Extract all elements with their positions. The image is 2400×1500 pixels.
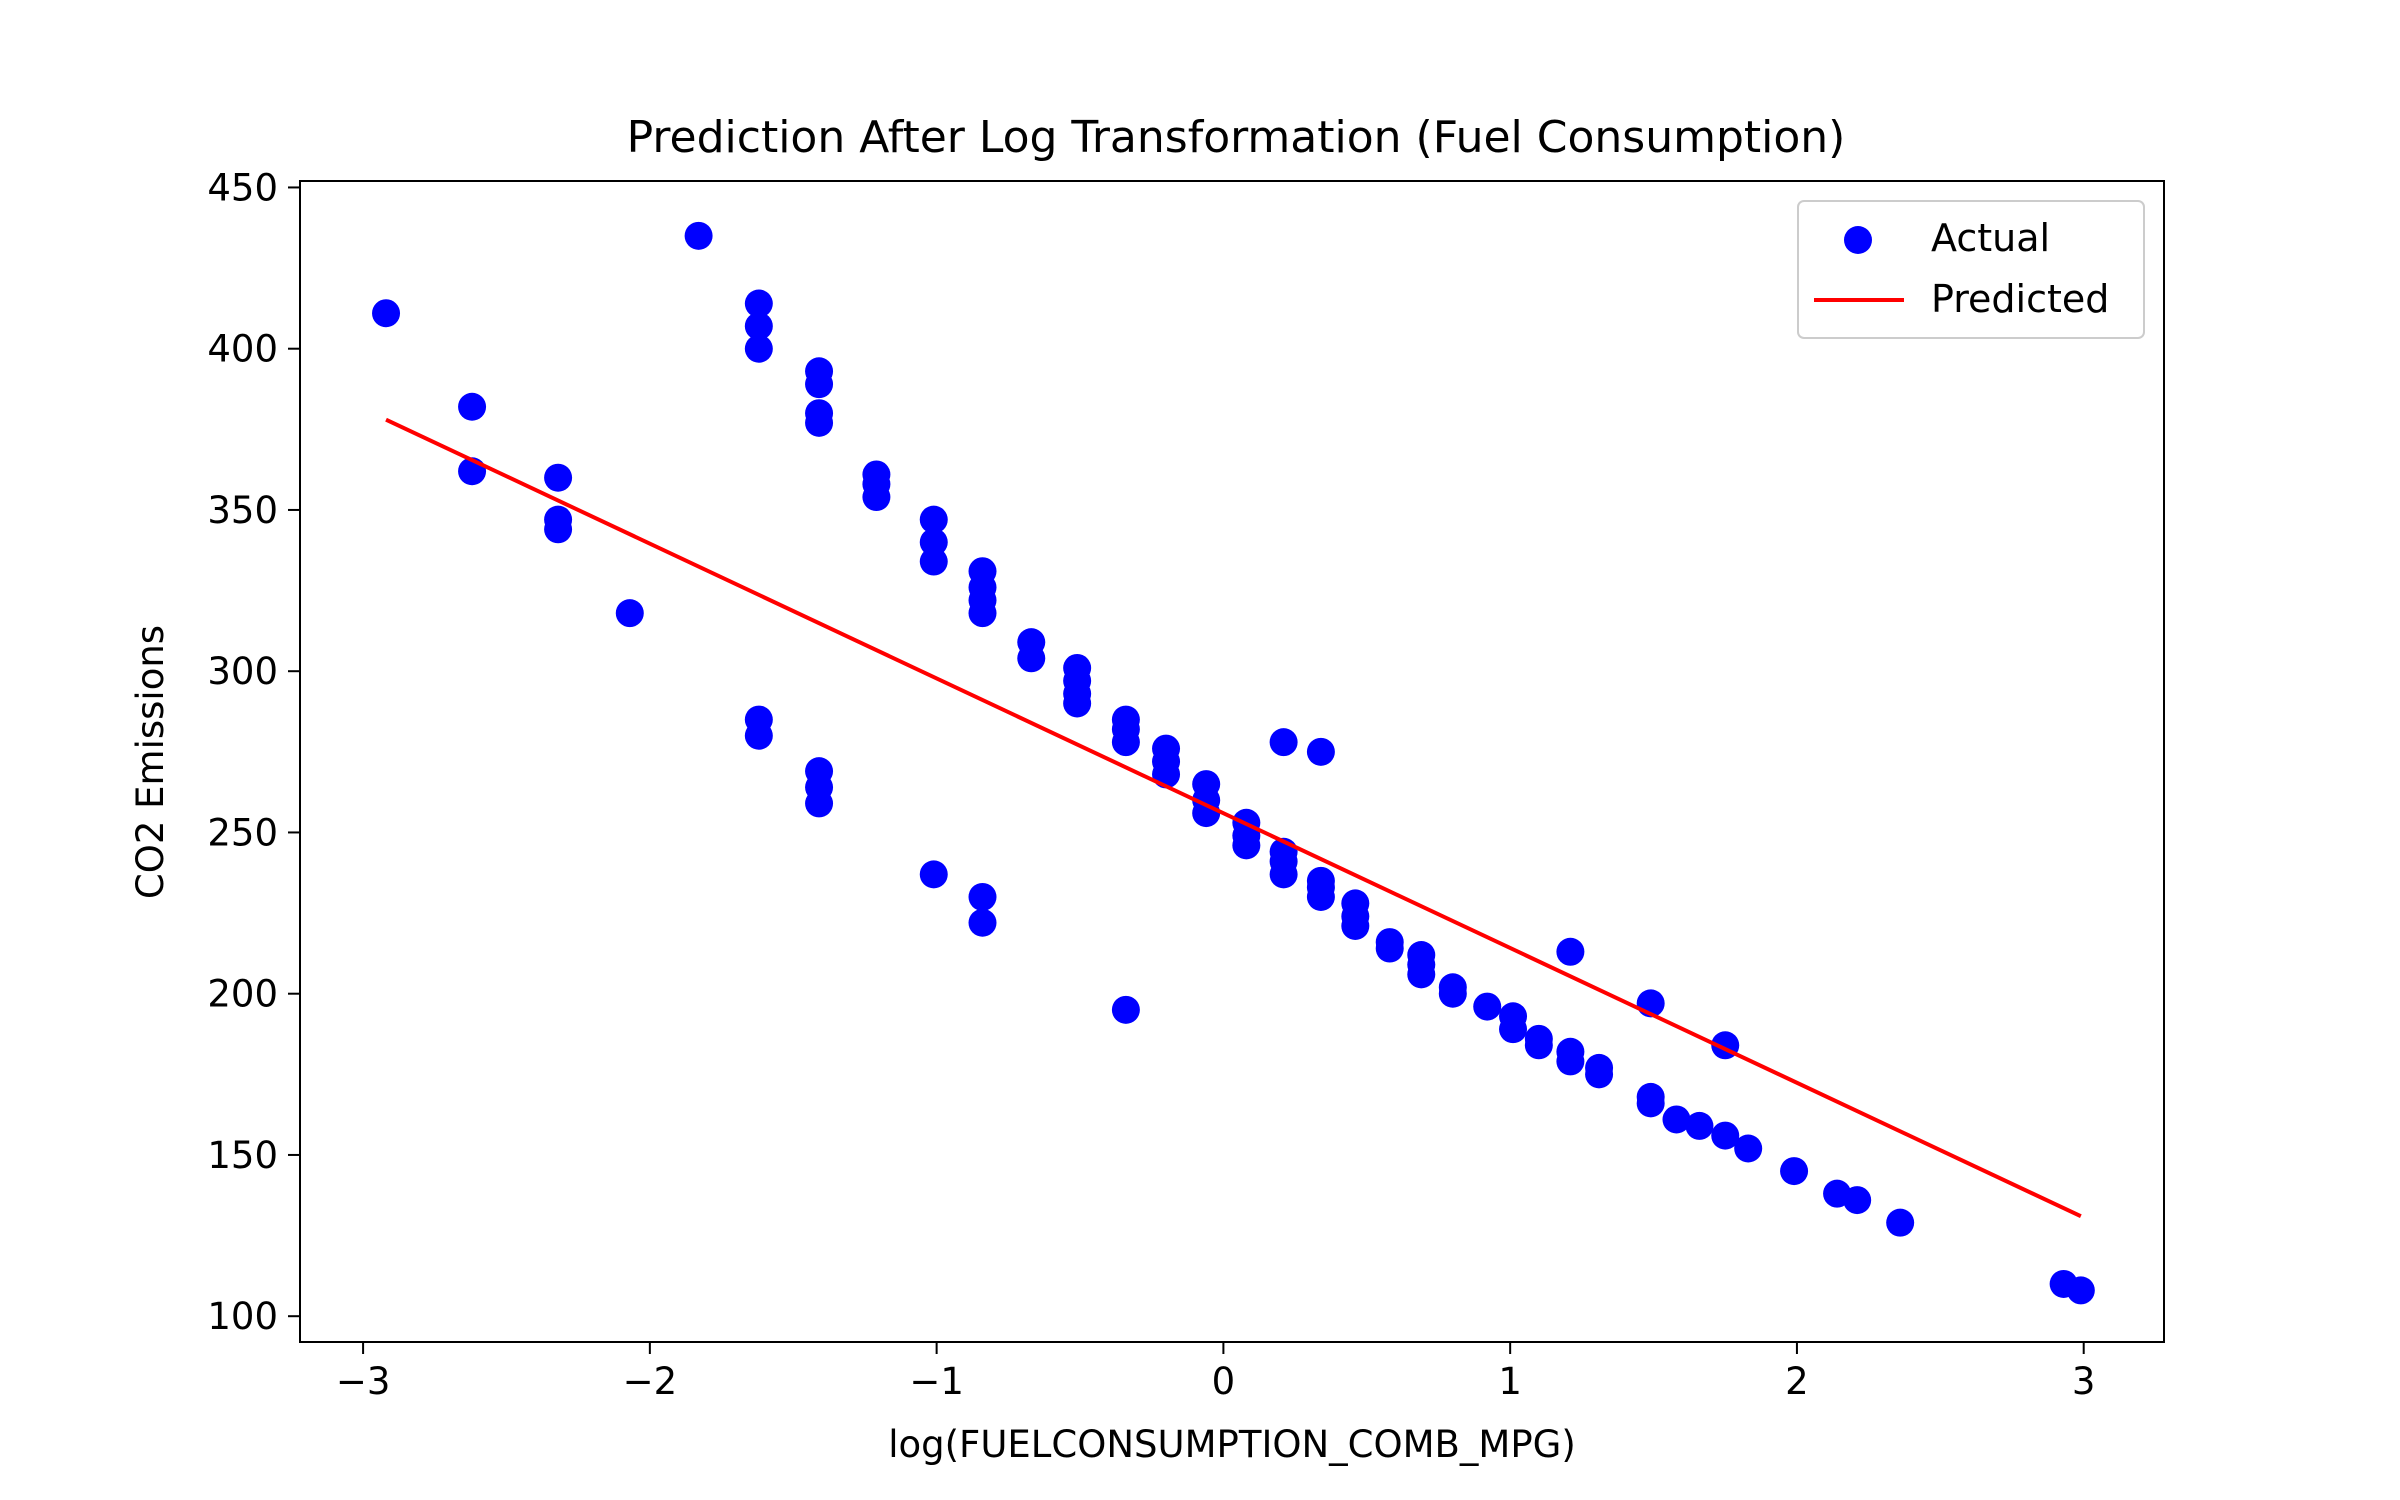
actual-data-point xyxy=(1438,979,1467,1008)
actual-data-point xyxy=(1473,992,1502,1021)
actual-data-point xyxy=(1711,1121,1740,1150)
axis-ticks: −3 −2 −1 0 1 2 3 100 150 200 250 300 350 400 450 xyxy=(207,166,2095,1403)
actual-data-point xyxy=(1524,1031,1553,1060)
chart-title: Prediction After Log Transformation (Fue… xyxy=(627,112,1846,163)
x-tick-label: −1 xyxy=(909,1360,964,1403)
actual-data-point xyxy=(1585,1060,1614,1089)
actual-data-point xyxy=(1407,960,1436,989)
actual-data-point xyxy=(544,463,573,492)
legend-actual-marker xyxy=(1844,226,1872,254)
actual-data-point xyxy=(744,334,773,363)
actual-data-point xyxy=(1662,1105,1691,1134)
actual-data-point xyxy=(1306,737,1335,766)
y-tick-label: 250 xyxy=(207,811,278,854)
y-axis-label: CO2 Emissions xyxy=(129,625,172,899)
actual-data-point xyxy=(1499,1015,1528,1044)
actual-data-point xyxy=(744,289,773,318)
actual-data-point xyxy=(919,860,948,889)
actual-data-point xyxy=(1269,728,1298,757)
actual-data-point xyxy=(1375,934,1404,963)
actual-data-point xyxy=(919,547,948,576)
legend: Actual Predicted xyxy=(1797,200,2145,339)
actual-data-point xyxy=(2066,1276,2095,1305)
x-tick-label: 3 xyxy=(2072,1360,2096,1403)
actual-data-point xyxy=(1886,1208,1915,1237)
actual-data-point xyxy=(1232,831,1261,860)
actual-data-point xyxy=(1636,1089,1665,1118)
actual-data-point xyxy=(1017,644,1046,673)
actual-data-point xyxy=(862,483,891,512)
y-tick-label: 450 xyxy=(207,166,278,209)
actual-data-point xyxy=(919,528,948,557)
x-tick-label: −2 xyxy=(623,1360,678,1403)
plot-area xyxy=(372,221,2095,1305)
actual-data-point xyxy=(1192,799,1221,828)
x-tick-label: 2 xyxy=(1785,1360,1809,1403)
actual-data-point xyxy=(1556,1047,1585,1076)
plot-frame xyxy=(299,180,2165,1343)
actual-data-point xyxy=(1341,911,1370,940)
legend-predicted-label: Predicted xyxy=(1931,277,2109,321)
actual-data-point xyxy=(1780,1157,1809,1186)
predicted-line xyxy=(385,417,2082,1219)
actual-data-point xyxy=(919,505,948,534)
actual-data-point xyxy=(372,299,401,328)
actual-data-point xyxy=(1306,882,1335,911)
actual-data-point xyxy=(968,599,997,628)
y-tick-label: 350 xyxy=(207,489,278,532)
actual-data-point xyxy=(1063,689,1092,718)
x-tick-label: 1 xyxy=(1498,1360,1522,1403)
x-tick-label: 0 xyxy=(1212,1360,1236,1403)
x-axis-label: log(FUELCONSUMPTION_COMB_MPG) xyxy=(888,1423,1576,1466)
actual-data-point xyxy=(1734,1134,1763,1163)
actual-data-point xyxy=(805,408,834,437)
actual-data-point xyxy=(1111,995,1140,1024)
actual-data-point xyxy=(458,392,487,421)
legend-actual-label: Actual xyxy=(1931,216,2050,260)
actual-data-point xyxy=(684,221,713,250)
y-tick-label: 150 xyxy=(207,1134,278,1177)
actual-data-point xyxy=(744,721,773,750)
y-tick-label: 200 xyxy=(207,973,278,1016)
actual-data-point xyxy=(805,370,834,399)
actual-data-point xyxy=(544,515,573,544)
actual-data-point xyxy=(1843,1186,1872,1215)
legend-box xyxy=(1797,200,2145,339)
y-tick-label: 100 xyxy=(207,1295,278,1338)
actual-data-point xyxy=(1685,1111,1714,1140)
actual-data-point xyxy=(805,789,834,818)
actual-data-point xyxy=(1269,860,1298,889)
actual-data-point xyxy=(968,882,997,911)
actual-data-point xyxy=(968,908,997,937)
actual-data-point xyxy=(1556,937,1585,966)
actual-data-point xyxy=(615,599,644,628)
actual-data-point xyxy=(1111,728,1140,757)
y-tick-label: 400 xyxy=(207,328,278,371)
x-tick-label: −3 xyxy=(336,1360,391,1403)
actual-data-point xyxy=(744,312,773,341)
y-tick-label: 300 xyxy=(207,650,278,693)
